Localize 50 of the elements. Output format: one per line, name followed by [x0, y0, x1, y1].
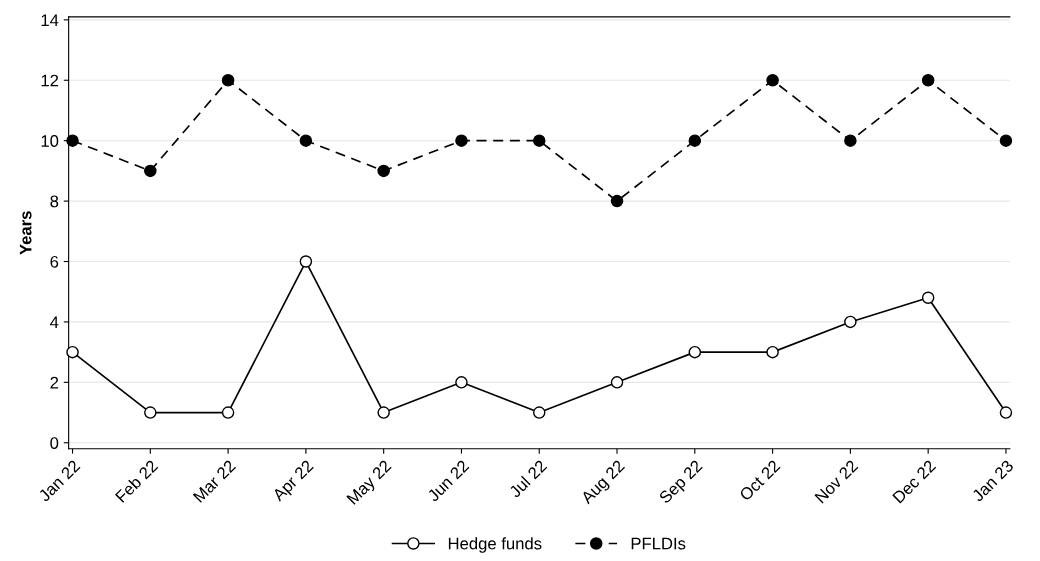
point: [532, 406, 546, 419]
point: [688, 345, 702, 359]
point: [144, 164, 157, 178]
x-tick-label: Jan 22: [37, 459, 81, 503]
x-tick-label: May 22: [346, 459, 395, 508]
point: [144, 406, 157, 419]
point: [844, 134, 857, 147]
point: [66, 345, 79, 359]
y-tick-label: 12: [41, 74, 59, 87]
y-tick-label: 4: [50, 316, 59, 328]
point: [999, 406, 1013, 419]
y-tick-label: 14: [41, 14, 59, 26]
point: [999, 134, 1013, 147]
point: [299, 134, 313, 147]
point: [221, 406, 235, 419]
point: [610, 376, 624, 389]
y-tick-label: 2: [50, 376, 59, 389]
y-tick-label: 0: [50, 437, 59, 449]
point: [766, 345, 779, 359]
x-tick-label: Aug 22: [580, 459, 628, 507]
x-tick-label: Jan 23: [971, 459, 1015, 503]
x-tick-label: Sep 22: [658, 459, 706, 507]
point: [66, 134, 79, 147]
legend-label: PFLDIs: [631, 537, 686, 550]
x-tick-label: Nov 22: [814, 459, 859, 504]
point: [299, 255, 313, 268]
y-tick-label: 6: [50, 255, 59, 268]
x-tick-label: Jul 22: [507, 459, 548, 499]
point: [221, 74, 235, 87]
y-tick-label: 10: [41, 135, 59, 147]
x-tick-label: Mar 22: [192, 459, 237, 503]
point: [455, 134, 468, 147]
legend-label: Hedge funds: [448, 537, 542, 553]
point: [532, 134, 546, 147]
y-tick-label: 8: [50, 195, 59, 208]
x-tick-label: Jun 22: [426, 459, 470, 503]
x-tick-label: Apr 22: [271, 459, 317, 505]
point: [921, 74, 935, 87]
x-tick-label: Dec 22: [892, 459, 937, 504]
point: [377, 164, 390, 178]
point: [844, 315, 857, 329]
point: [377, 406, 390, 419]
point: [455, 376, 468, 389]
point: [921, 291, 935, 305]
y-axis-title: Years: [19, 211, 32, 255]
x-tick-label: Oct 22: [738, 459, 781, 502]
point: [688, 134, 702, 147]
point: [610, 194, 624, 208]
point: [766, 74, 779, 87]
x-tick-label: Feb 22: [114, 459, 159, 503]
